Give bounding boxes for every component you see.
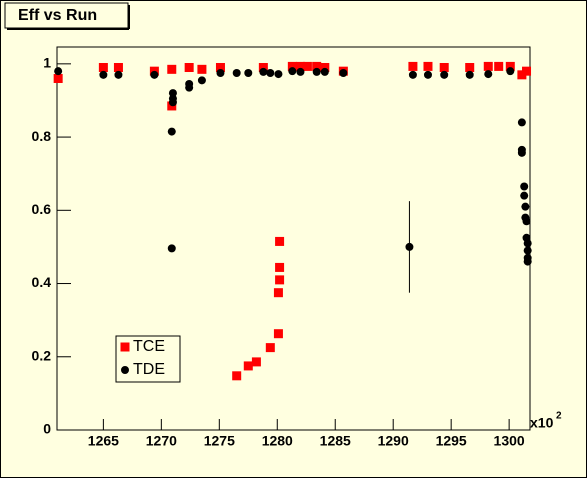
x-tick-label: 1290 (378, 433, 409, 449)
marker (302, 61, 312, 71)
marker (523, 257, 532, 266)
marker (423, 61, 433, 71)
marker (320, 67, 329, 76)
marker (523, 239, 532, 248)
marker (98, 63, 108, 73)
marker (505, 61, 515, 71)
marker (440, 70, 449, 79)
marker (265, 343, 275, 353)
marker (312, 67, 321, 76)
x-axis-multiplier-exp: 2 (556, 411, 562, 422)
marker (259, 67, 268, 76)
y-tick-label: 0.6 (32, 201, 52, 217)
legend-marker (121, 366, 129, 374)
marker (523, 246, 532, 255)
marker (408, 70, 417, 79)
marker (320, 63, 330, 73)
y-tick-label: 0.8 (32, 128, 52, 144)
marker (494, 61, 504, 71)
y-tick-label: 1 (43, 55, 51, 71)
y-tick-label: 0.2 (32, 347, 52, 363)
x-tick-label: 1275 (204, 433, 235, 449)
marker (522, 217, 531, 226)
marker (275, 236, 285, 246)
marker (296, 67, 305, 76)
x-axis-multiplier: x10 (530, 415, 554, 431)
marker (517, 118, 526, 127)
y-tick-label: 0 (43, 421, 51, 437)
x-tick-label: 1265 (88, 433, 119, 449)
marker (243, 361, 253, 371)
chart-title: Eff vs Run (18, 7, 97, 24)
marker (244, 68, 253, 77)
marker (423, 70, 432, 79)
marker (273, 329, 283, 339)
marker (312, 61, 322, 71)
marker (287, 61, 297, 71)
x-tick-label: 1300 (494, 433, 525, 449)
marker (517, 148, 526, 157)
marker (465, 63, 475, 73)
marker (113, 63, 123, 73)
legend-label: TCE (133, 338, 165, 355)
marker (274, 70, 283, 79)
legend-label: TDE (133, 361, 165, 378)
marker (483, 61, 493, 71)
x-tick-label: 1295 (436, 433, 467, 449)
marker (167, 244, 176, 253)
legend-marker (120, 342, 130, 352)
marker (273, 288, 283, 298)
marker (520, 182, 529, 191)
marker (484, 70, 493, 79)
marker (167, 127, 176, 136)
marker (184, 63, 194, 73)
marker (339, 68, 348, 77)
x-tick-label: 1285 (320, 433, 351, 449)
marker (275, 275, 285, 285)
marker (258, 63, 268, 73)
marker (275, 262, 285, 272)
marker (405, 242, 414, 251)
marker (517, 70, 527, 80)
marker (465, 70, 474, 79)
marker (54, 67, 63, 76)
y-tick-label: 0.4 (32, 274, 52, 290)
marker (53, 73, 63, 83)
marker (520, 191, 529, 200)
marker (167, 64, 177, 74)
marker (150, 70, 159, 79)
marker (232, 68, 241, 77)
marker (439, 63, 449, 73)
marker (251, 357, 261, 367)
marker (185, 83, 194, 92)
marker (216, 68, 225, 77)
x-tick-label: 1270 (146, 433, 177, 449)
marker (266, 68, 275, 77)
marker (506, 67, 515, 76)
marker (522, 66, 532, 76)
marker (168, 98, 177, 107)
marker (288, 67, 297, 76)
x-tick-label: 1280 (262, 433, 293, 449)
marker (215, 63, 225, 73)
marker (197, 64, 207, 74)
marker (295, 61, 305, 71)
marker (232, 371, 242, 381)
marker (408, 61, 418, 71)
marker (114, 70, 123, 79)
marker (521, 202, 530, 211)
marker (168, 89, 177, 98)
marker (99, 70, 108, 79)
marker (197, 76, 206, 85)
